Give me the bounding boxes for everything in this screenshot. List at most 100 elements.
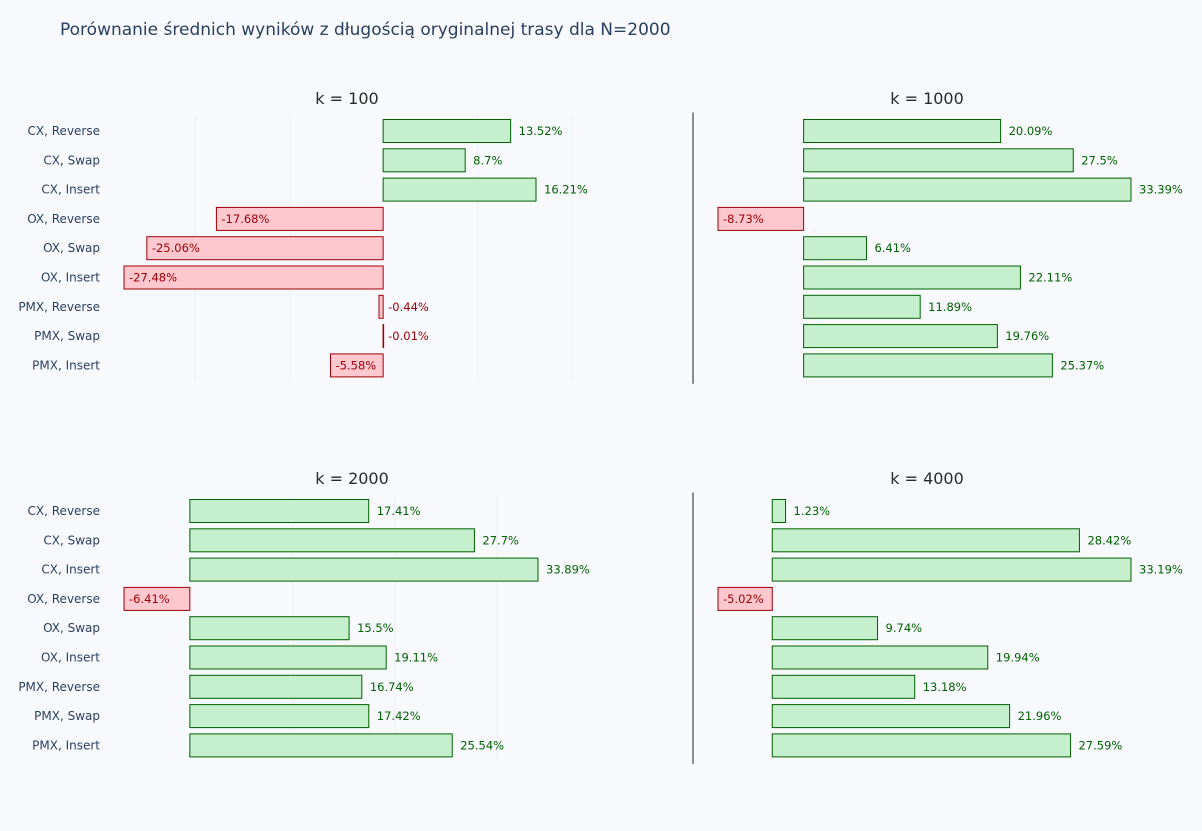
- subplot-title: k = 100: [315, 89, 378, 108]
- category-label: PMX, Reverse: [18, 680, 100, 694]
- subplot-1: k = 100 13.52% CX, Reverse 8.7% CX, Swap 16.2…: [18, 89, 588, 382]
- data-label: -25.06%: [152, 241, 200, 255]
- category-label: OX, Swap: [43, 621, 100, 635]
- bar: [382, 119, 512, 143]
- bar: [803, 294, 921, 319]
- subplot-2: k = 1000 20.09% 27.5% 33.39% -8.73% 6.41% 22.1…: [692, 89, 1183, 384]
- data-label: 28.42%: [1087, 533, 1131, 547]
- bar: [803, 353, 1053, 378]
- category-label: PMX, Swap: [34, 329, 100, 343]
- category-label: CX, Insert: [41, 563, 100, 577]
- data-label: 33.19%: [1139, 563, 1183, 577]
- bar: [803, 236, 867, 261]
- data-label: -17.68%: [221, 212, 269, 226]
- bar: [189, 616, 350, 641]
- data-label: 33.39%: [1139, 183, 1183, 197]
- data-label: 1.23%: [794, 504, 831, 518]
- data-label: 21.96%: [1018, 709, 1062, 723]
- bar: [771, 557, 1132, 582]
- bar: [717, 586, 773, 611]
- data-label: -0.44%: [388, 300, 429, 314]
- data-label: -27.48%: [129, 271, 177, 285]
- category-label: CX, Reverse: [28, 124, 100, 138]
- bar: [771, 528, 1080, 553]
- bar: [215, 206, 384, 231]
- bar: [771, 704, 1011, 729]
- data-label: -8.73%: [723, 212, 764, 226]
- bar: [189, 733, 453, 758]
- category-label: PMX, Swap: [34, 709, 100, 723]
- category-label: CX, Swap: [43, 533, 100, 547]
- bar: [146, 236, 384, 261]
- data-label: 11.89%: [928, 300, 972, 314]
- bar: [123, 265, 384, 290]
- data-label: 27.7%: [482, 533, 519, 547]
- data-label: 15.5%: [357, 621, 394, 635]
- subplot-title: k = 1000: [890, 89, 964, 108]
- bar: [382, 177, 537, 202]
- category-label: OX, Insert: [41, 651, 100, 665]
- subplot-3: k = 2000 17.41% CX, Reverse 27.7% CX, Swap 33…: [18, 469, 590, 762]
- category-label: PMX, Reverse: [18, 300, 100, 314]
- data-label: 20.09%: [1009, 124, 1053, 138]
- category-label: PMX, Insert: [32, 738, 100, 752]
- subplot-4: k = 4000 1.23% 28.42% 33.19% -5.02% 9.74% 19.9…: [692, 469, 1183, 764]
- category-label: OX, Reverse: [27, 592, 100, 606]
- bar: [803, 265, 1021, 290]
- bar: [771, 674, 916, 699]
- data-label: 27.59%: [1078, 738, 1122, 752]
- bar: [803, 119, 1002, 143]
- data-label: 22.11%: [1028, 271, 1072, 285]
- chart-title: Porównanie średnich wyników z długością …: [60, 20, 671, 40]
- bar: [771, 733, 1071, 758]
- data-label: -6.41%: [129, 592, 170, 606]
- category-label: CX, Swap: [43, 153, 100, 167]
- data-label: 19.11%: [394, 651, 438, 665]
- data-label: 19.76%: [1005, 329, 1049, 343]
- bar: [803, 177, 1132, 202]
- data-label: -5.58%: [336, 358, 377, 372]
- bar: [189, 499, 370, 523]
- data-label: 19.94%: [996, 651, 1040, 665]
- category-label: OX, Reverse: [27, 212, 100, 226]
- bar: [378, 294, 384, 319]
- data-label: 25.54%: [460, 738, 504, 752]
- bar: [189, 674, 363, 699]
- bar: [803, 148, 1074, 173]
- bar: [382, 324, 385, 349]
- bar: [803, 324, 998, 349]
- data-label: 13.18%: [923, 680, 967, 694]
- data-label: 33.89%: [546, 563, 590, 577]
- data-label: 17.42%: [377, 709, 421, 723]
- bar: [189, 557, 539, 582]
- subplot-title: k = 2000: [315, 469, 389, 488]
- bar: [189, 645, 387, 670]
- bar: [771, 499, 787, 523]
- category-label: OX, Swap: [43, 241, 100, 255]
- data-label: 13.52%: [519, 124, 563, 138]
- category-label: PMX, Insert: [32, 358, 100, 372]
- bar: [771, 616, 879, 641]
- data-label: 27.5%: [1081, 153, 1118, 167]
- category-label: CX, Insert: [41, 183, 100, 197]
- data-label: 16.21%: [544, 183, 588, 197]
- bar: [330, 353, 384, 378]
- bar: [189, 528, 475, 553]
- data-label: 8.7%: [473, 153, 502, 167]
- data-label: -5.02%: [723, 592, 764, 606]
- category-label: CX, Reverse: [28, 504, 100, 518]
- data-label: 25.37%: [1060, 358, 1104, 372]
- bar: [717, 206, 805, 231]
- bar: [771, 645, 989, 670]
- data-label: 16.74%: [370, 680, 414, 694]
- bar: [382, 148, 466, 173]
- bar: [189, 704, 370, 729]
- data-label: -0.01%: [388, 329, 429, 343]
- data-label: 17.41%: [377, 504, 421, 518]
- data-label: 6.41%: [874, 241, 911, 255]
- data-label: 9.74%: [886, 621, 923, 635]
- subplot-title: k = 4000: [890, 469, 964, 488]
- category-label: OX, Insert: [41, 271, 100, 285]
